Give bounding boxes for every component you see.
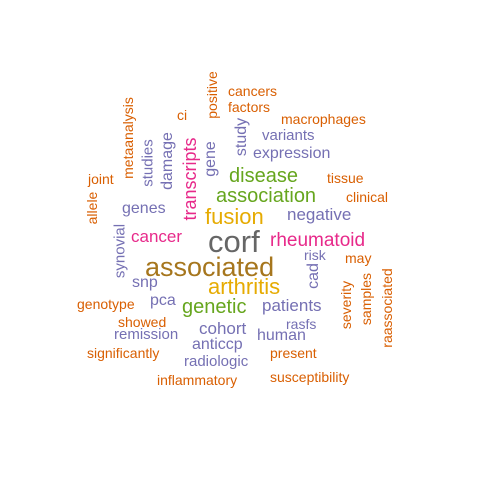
word-variants: variants	[262, 127, 315, 144]
word-studies: studies	[139, 139, 157, 187]
word-significantly: significantly	[87, 345, 160, 361]
word-corf: corf	[208, 224, 260, 259]
word-patients: patients	[262, 296, 322, 315]
word-genotype: genotype	[77, 296, 135, 312]
word-radiologic: radiologic	[184, 353, 249, 370]
word-disease: disease	[229, 165, 298, 187]
word-association: association	[216, 185, 317, 207]
word-inflammatory: inflammatory	[157, 372, 238, 388]
word-gene: gene	[202, 141, 219, 177]
word-fusion: fusion	[205, 204, 264, 229]
word-severity: severity	[338, 280, 354, 330]
word-rheumatoid: rheumatoid	[270, 230, 366, 251]
word-cad: cad	[305, 263, 322, 289]
word-tissue: tissue	[327, 170, 364, 186]
word-arthritis: arthritis	[208, 274, 281, 299]
word-negative: negative	[287, 205, 352, 224]
word-joint: joint	[88, 171, 114, 187]
word-genetic: genetic	[182, 296, 247, 318]
word-may: may	[345, 250, 372, 266]
word-cancer: cancer	[131, 227, 183, 246]
word-genes: genes	[122, 200, 166, 217]
word-damage: damage	[159, 132, 176, 190]
word-factors: factors	[228, 99, 271, 115]
word-synovial: synovial	[111, 223, 129, 279]
word-cohort: cohort	[199, 319, 247, 338]
word-study: study	[233, 117, 250, 157]
word-snp: snp	[132, 274, 158, 291]
word-allele: allele	[84, 191, 100, 225]
word-clinical: clinical	[346, 189, 389, 205]
word-raassociated: raassociated	[379, 268, 395, 348]
word-transcripts: transcripts	[180, 137, 200, 221]
word-associated: associated	[145, 252, 275, 282]
word-showed: showed	[118, 314, 167, 330]
word-metaanalysis: metaanalysis	[120, 97, 136, 179]
word-rasfs: rasfs	[286, 316, 317, 332]
word-ci: ci	[177, 107, 188, 123]
word-macrophages: macrophages	[281, 111, 366, 127]
word-human: human	[257, 327, 306, 344]
word-anticcp: anticcp	[192, 336, 243, 353]
word-present: present	[270, 345, 317, 361]
word-samples: samples	[358, 272, 374, 326]
word-risk: risk	[304, 247, 326, 263]
word-cancers: cancers	[228, 83, 278, 99]
word-positive: positive	[204, 71, 220, 119]
word-expression: expression	[253, 145, 331, 162]
word-susceptibility: susceptibility	[270, 369, 350, 385]
word-pca: pca	[150, 292, 176, 309]
word-remission: remission	[114, 326, 179, 343]
